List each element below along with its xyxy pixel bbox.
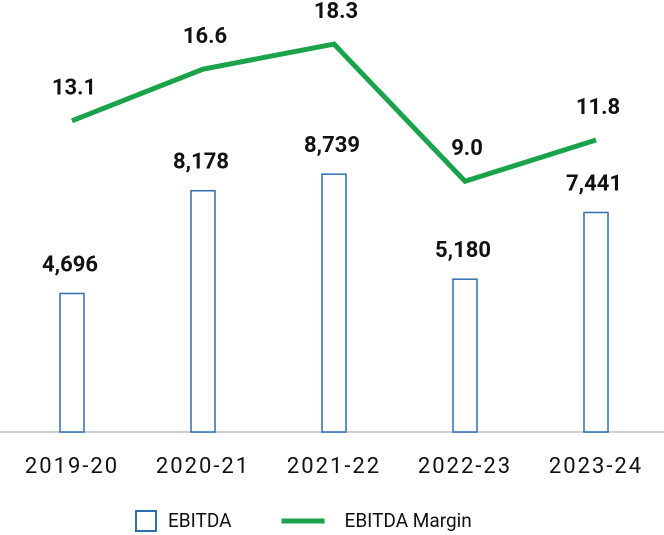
bar — [190, 189, 216, 433]
bar — [59, 292, 85, 433]
data-label: 18.3 — [314, 0, 358, 24]
data-label: 8,178 — [173, 150, 229, 175]
data-label: 8,739 — [304, 133, 360, 158]
bar — [321, 173, 347, 433]
data-label: 16.6 — [183, 24, 227, 49]
data-label: 9.0 — [451, 136, 483, 161]
x-tick-label: 2021-22 — [287, 454, 381, 479]
bar — [452, 278, 478, 433]
data-label: 4,696 — [42, 252, 98, 277]
x-tick-label: 2022-23 — [418, 454, 512, 479]
legend-swatch — [135, 510, 157, 532]
legend-label: EBITDA — [168, 509, 232, 532]
x-tick-label: 2023-24 — [549, 454, 643, 479]
data-label: 13.1 — [52, 76, 96, 101]
line — [71, 41, 597, 185]
x-tick-label: 2019-20 — [25, 454, 119, 479]
x-tick-label: 2020-21 — [156, 454, 250, 479]
bar — [583, 211, 609, 433]
data-label: 7,441 — [566, 171, 622, 196]
legend-label: EBITDA Margin — [345, 509, 472, 532]
data-label: 11.8 — [576, 95, 620, 120]
data-label: 5,180 — [435, 238, 491, 263]
